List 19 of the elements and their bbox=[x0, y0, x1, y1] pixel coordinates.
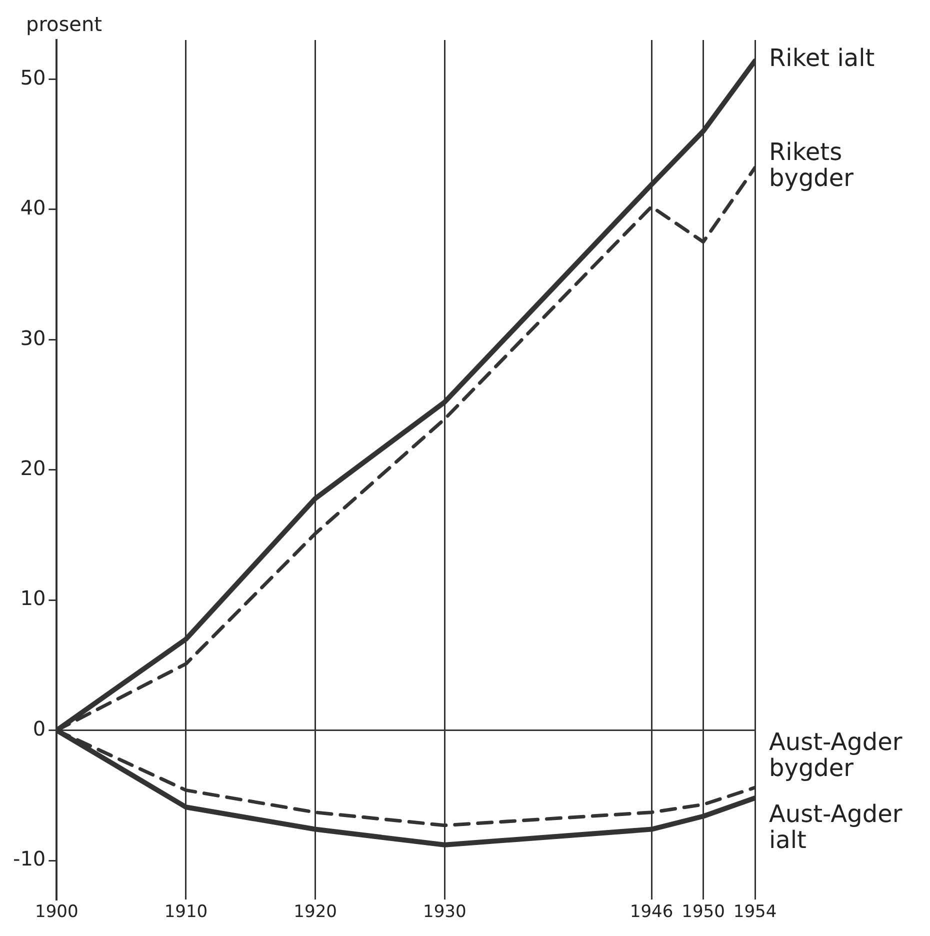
x-tick-label: 1920 bbox=[294, 902, 337, 922]
y-axis-title: prosent bbox=[26, 12, 102, 36]
y-tick-label: 50 bbox=[20, 65, 46, 90]
x-tick-label: 1950 bbox=[682, 902, 725, 922]
series-label: Aust-Agder ialt bbox=[769, 800, 902, 854]
x-tick-label: 1954 bbox=[733, 902, 777, 922]
x-tick-label: 1910 bbox=[164, 902, 208, 922]
x-tick-label: 1930 bbox=[422, 902, 466, 922]
y-tick-label: 30 bbox=[20, 326, 46, 350]
y-tick-label: 20 bbox=[20, 456, 46, 480]
series-label: Riket ialt bbox=[769, 44, 875, 72]
series-label: Rikets bygder bbox=[769, 138, 854, 192]
y-tick-label: 40 bbox=[20, 196, 46, 220]
y-tick-label: 10 bbox=[20, 586, 46, 610]
x-tick-label: 1900 bbox=[35, 902, 78, 922]
y-tick-label: -10 bbox=[12, 846, 46, 871]
series-label: Aust-Agder bygder bbox=[769, 728, 902, 782]
x-tick-label: 1946 bbox=[630, 902, 674, 922]
y-tick-label: 0 bbox=[32, 716, 46, 740]
